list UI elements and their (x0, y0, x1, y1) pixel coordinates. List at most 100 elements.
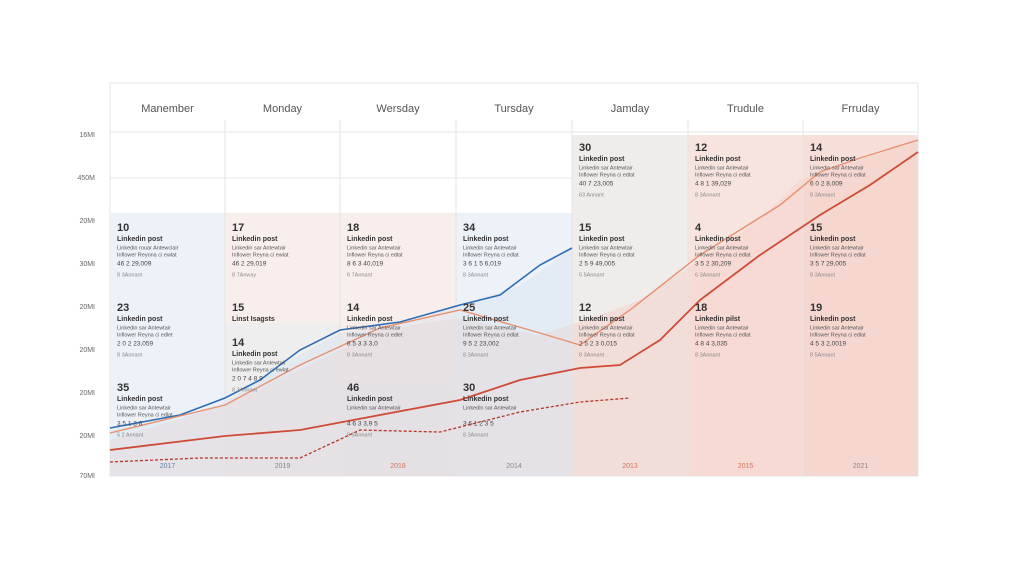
cell-stat: 8 6 3 40,019 (347, 261, 384, 268)
cell-stat: 4 8 4 3,035 (695, 341, 728, 348)
cell-line: Inflower Reyna ci edlat (579, 172, 635, 178)
year-label: 2017 (160, 463, 176, 470)
cell-line: Inflower Reyna ci ewlat (232, 367, 289, 373)
day-header: Wersday (376, 103, 420, 115)
cell-stat: 40 7 23,005 (579, 181, 614, 188)
cell-line: Linkedin sar Antewtair (117, 325, 171, 331)
cell-title: Linkedin post (810, 156, 856, 163)
cell-foot: 63 Annant (579, 192, 604, 198)
cell-line: Inflower Reyna ci edlat (347, 252, 403, 258)
cell-line: Linkedin sar Antewtair (232, 245, 286, 251)
cell-line: Linkedin sar Antewtair (810, 245, 864, 251)
cell-line: Linkedin sar Antewtair (579, 165, 633, 171)
y-label: 450M (77, 175, 95, 182)
cell-foot: 8 3Annant (695, 192, 721, 198)
cell-stat: 4 6 3 3,9 5 (347, 421, 378, 428)
cell-title: Linkedin post (347, 396, 393, 403)
cell-number: 12 (695, 142, 707, 154)
cell-title: Linkedin post (579, 156, 625, 163)
cell-foot: 8 3Annant (579, 352, 605, 358)
line (109, 139, 919, 434)
cell-stat: 2 5 2 3 0,015 (579, 341, 617, 348)
cell-bg (225, 213, 340, 323)
cell-line: Linkedin sar Antewtair (232, 360, 286, 366)
cell-line: Inflower Reyna ci edlet (117, 332, 173, 338)
cell-foot: 6 3Annant (695, 272, 721, 278)
cell-title: Linkedin post (347, 236, 393, 243)
cell-line: Linkedin sar Antewtair (695, 245, 749, 251)
year-label: 2021 (853, 463, 869, 470)
cell-foot: 6 7Annant (347, 272, 373, 278)
cell-line: Inflower Reyona ci ewlat (117, 252, 177, 258)
cell-title: Linkedin post (810, 236, 856, 243)
day-header: Monday (263, 103, 303, 115)
cell-stat: 8 5 3 3 3,0 (347, 341, 378, 348)
cell-bg (225, 323, 340, 476)
cell-foot: 5 2 Annant (117, 432, 144, 438)
cell-stat: 4 5 3 2,0019 (810, 341, 847, 348)
cell-number: 30 (463, 382, 475, 394)
cell-foot: 8 3Annant (117, 352, 143, 358)
y-label: 20MI (79, 218, 95, 225)
line (109, 397, 631, 463)
cell-line: Linkedin sar Antewtair (117, 405, 171, 411)
cell-line: Linkedin sar Antewtair (347, 325, 401, 331)
cell-title: Linst Isagsts (232, 316, 275, 323)
cell-line: Linkedin sar Antewtair (695, 325, 749, 331)
cell-number: 17 (232, 222, 244, 234)
cell-title: Linkedin post (810, 316, 856, 323)
cell-number: 15 (810, 222, 822, 234)
y-label: 20MI (79, 390, 95, 397)
cell-stat: 2 0 2 23,059 (117, 341, 154, 348)
cell-stat: 2 5 9 49,005 (579, 261, 616, 268)
cell-bg (456, 213, 572, 476)
cell-stat: 3 5 7 29,005 (810, 261, 847, 268)
cell-title: Linkedin post (463, 236, 509, 243)
cell-number: 34 (463, 222, 476, 234)
cell-line: Inflower Reyna ci edlat (810, 252, 866, 258)
cell-stat: 3 5 1 3 6 (117, 421, 143, 428)
cell-number: 19 (810, 302, 822, 314)
cell-foot: 8 5Annant (347, 432, 373, 438)
cell-line: Inflower Reyna ci edlat (579, 332, 635, 338)
cell-title: Linkedin post (579, 236, 625, 243)
cell-number: 10 (117, 222, 129, 234)
year-label: 2014 (506, 463, 522, 470)
cell-number: 15 (579, 222, 591, 234)
cell-line: Inflower Reyna ci edlat (463, 332, 519, 338)
cell-line: Linkedin sar Antewtair (810, 325, 864, 331)
cell-foot: 8 3Annant (347, 352, 373, 358)
cell-stat: 4 8 1 39,029 (695, 181, 732, 188)
y-label: 20MI (79, 433, 95, 440)
cell-line: Inflower Reyna ci edlat (695, 252, 751, 258)
y-label: 30MI (79, 261, 95, 268)
cell-line: Linkedin sar Antewtair (347, 405, 401, 411)
y-label: 16MI (79, 132, 95, 139)
y-label: 70MI (79, 473, 95, 480)
year-label: 2018 (390, 463, 406, 470)
cell-line: Inflower Reyna ci edlat (695, 332, 751, 338)
cell-title: Linkedin post (695, 156, 741, 163)
cell-foot: 8 3Annant (117, 272, 143, 278)
cell-line: Linkedin sar Antewtair (463, 405, 517, 411)
cell-title: Linkedin post (463, 396, 509, 403)
day-header: Frruday (842, 103, 880, 115)
grid (110, 120, 918, 476)
cell-stat: 9 5 2 23,002 (463, 341, 500, 348)
area (110, 140, 918, 476)
cell-line: Linkedin sar Antewtair (463, 325, 517, 331)
cell-line: Linkedin rouar Antewclair (117, 245, 179, 251)
cell-title: Linkedin post (695, 236, 741, 243)
cell-line: Inflower Reyna ci edlat (695, 172, 751, 178)
cell-line: Linkedin sar Antewtair (810, 165, 864, 171)
cell-bg (110, 213, 225, 476)
cell-foot: 5 5Annant (579, 272, 605, 278)
day-header: Jamday (611, 103, 650, 115)
line (109, 151, 919, 451)
cell-bg (572, 135, 688, 476)
cell-number: 30 (579, 142, 591, 154)
cell-number: 14 (810, 142, 823, 154)
cell-number: 25 (463, 302, 475, 314)
day-header: Manember (141, 103, 194, 115)
